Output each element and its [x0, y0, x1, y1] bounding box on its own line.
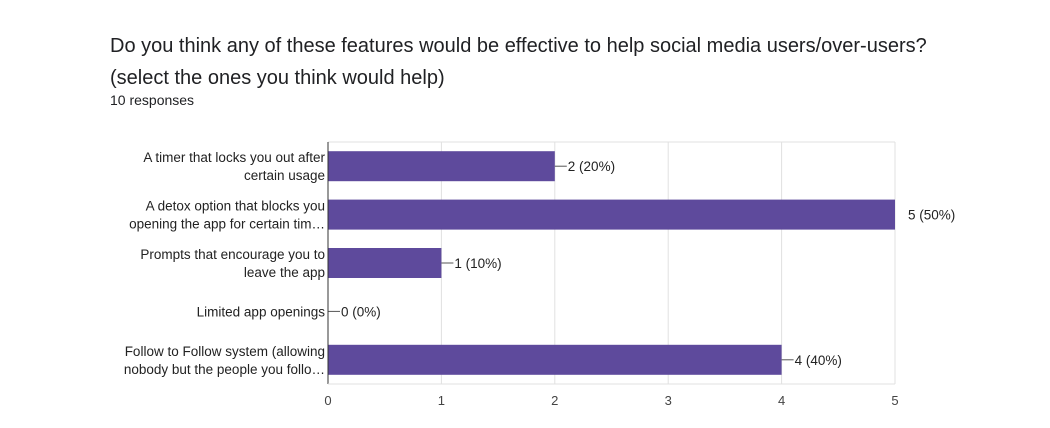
question-title: Do you think any of these features would… [110, 30, 1010, 94]
response-count: 10 responses [110, 92, 195, 108]
data-label: 4 (40%) [795, 353, 842, 368]
x-tick-label: 1 [438, 393, 445, 408]
category-label: opening the app for certain tim… [129, 217, 325, 232]
category-label: Follow to Follow system (allowing [125, 344, 325, 359]
x-tick-label: 5 [891, 393, 898, 408]
category-label: Limited app openings [197, 304, 326, 319]
question-title-line1: Do you think any of these features would… [110, 35, 927, 57]
bar [328, 248, 442, 278]
x-tick-label: 0 [324, 393, 331, 408]
data-label: 0 (0%) [341, 304, 381, 319]
category-label: Prompts that encourage you to [140, 247, 325, 262]
category-label: certain usage [244, 168, 325, 183]
bar [328, 151, 555, 182]
x-tick-label: 3 [665, 393, 672, 408]
x-tick-label: 2 [551, 393, 558, 408]
bar [328, 199, 895, 230]
x-tick-label: 4 [778, 393, 785, 408]
category-label: leave the app [244, 265, 325, 280]
data-label: 2 (20%) [568, 159, 615, 174]
question-title-line2: (select the ones you think would help) [110, 67, 445, 89]
data-label: 1 (10%) [454, 256, 501, 271]
category-label: A detox option that blocks you [146, 199, 325, 214]
category-label: nobody but the people you follo… [124, 362, 325, 377]
category-label: A timer that locks you out after [143, 150, 325, 165]
data-label: 5 (50%) [908, 208, 955, 223]
bar [328, 344, 782, 375]
